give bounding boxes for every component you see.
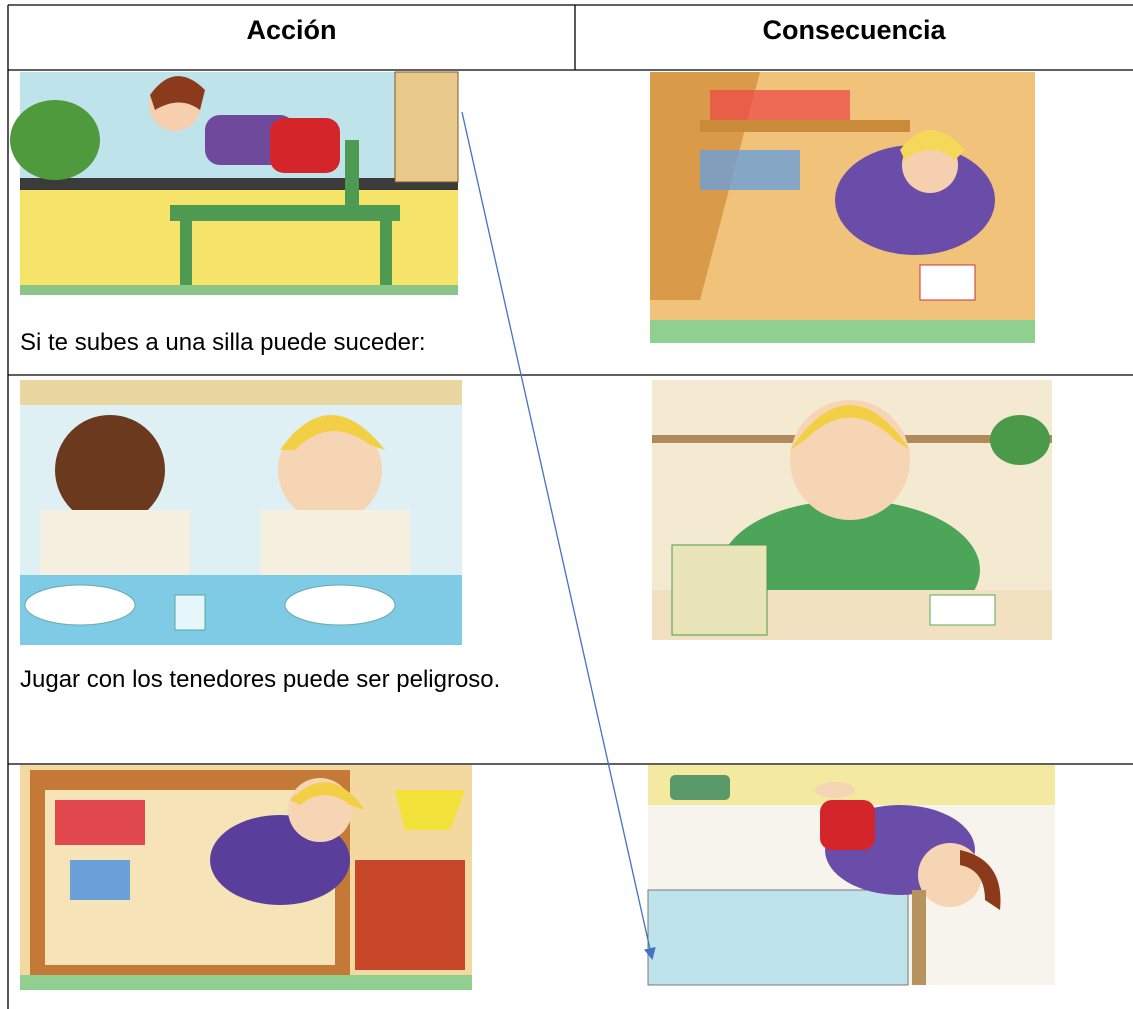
illustration-crying <box>652 380 1052 640</box>
illustration-falling-shelf <box>650 72 1035 343</box>
column-header: Acción <box>246 15 337 45</box>
illustration-falling-window <box>647 765 1055 986</box>
table-borders <box>7 4 1133 1009</box>
connector-arrow <box>461 111 656 960</box>
action-text: Si te subes a una silla puede suceder: <box>20 329 426 356</box>
column-header: Consecuencia <box>762 15 946 45</box>
illustration-climbing <box>20 765 472 990</box>
illustration-forks <box>20 380 462 645</box>
illustration-chair <box>10 71 459 295</box>
action-text: Jugar con los tenedores puede ser peligr… <box>20 666 501 693</box>
